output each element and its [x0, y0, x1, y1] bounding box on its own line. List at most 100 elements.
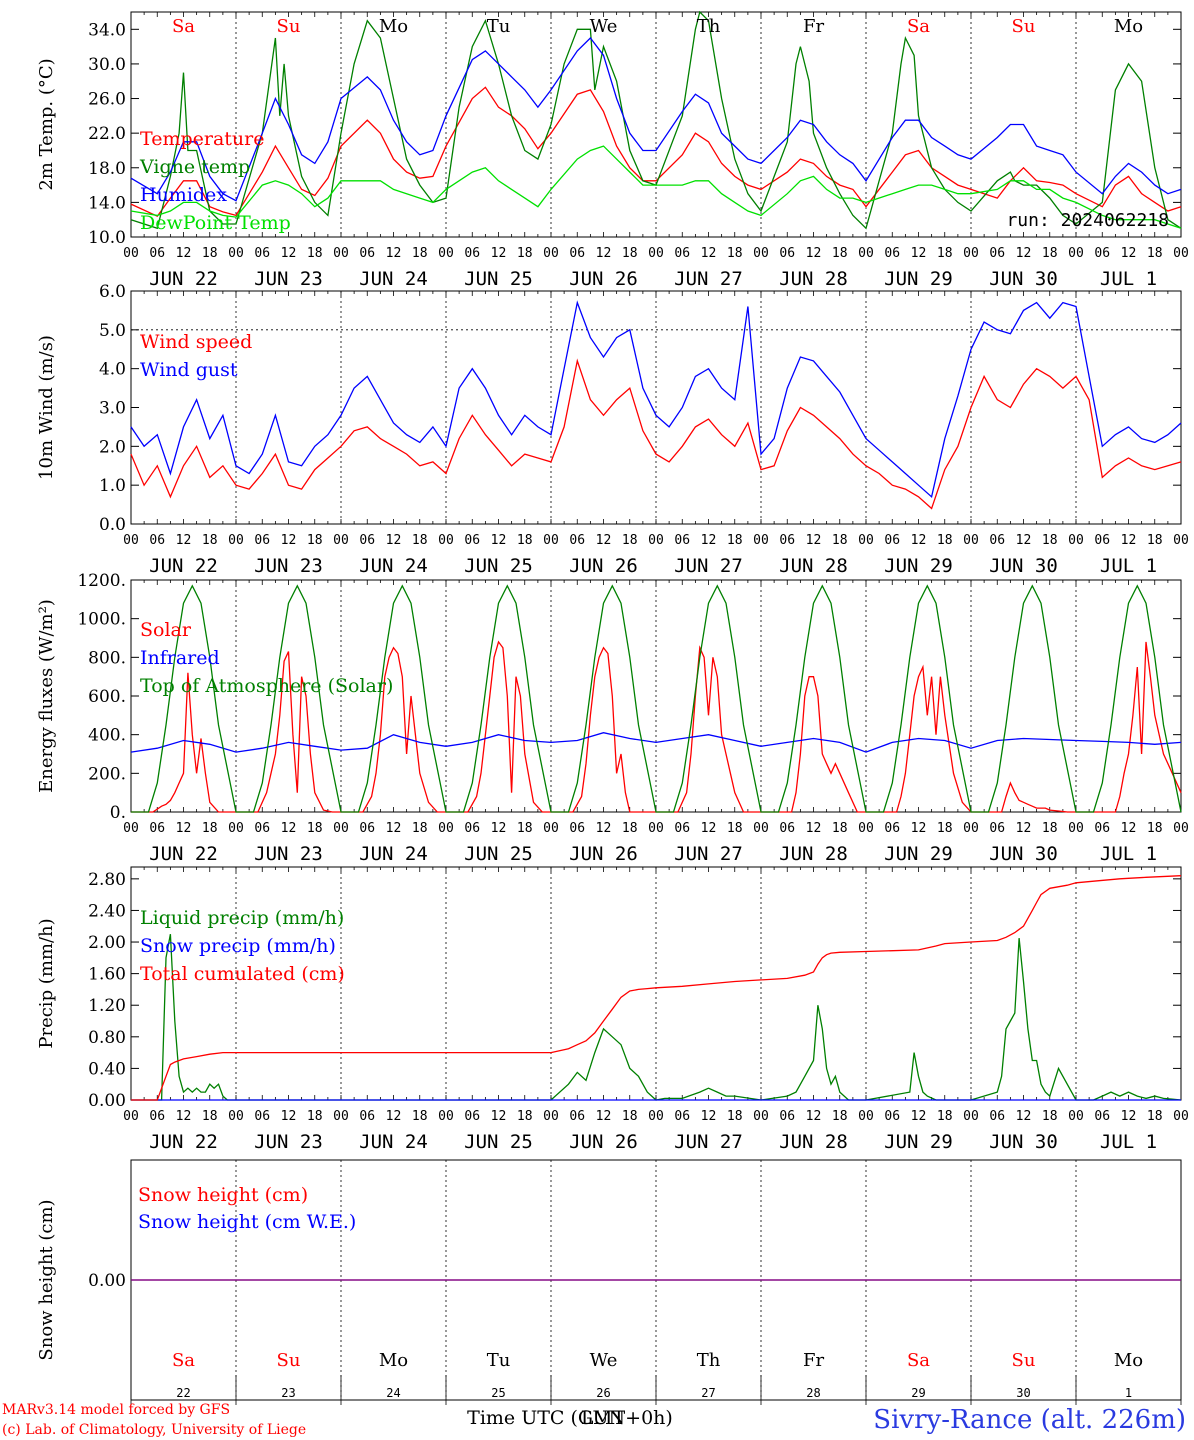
- y-axis-title: Snow height (cm): [36, 1199, 57, 1360]
- hour-tick-label: 00: [333, 821, 349, 836]
- series-line-wind-gust: [130, 300, 1182, 499]
- y-tick-label: 22.0: [88, 124, 126, 144]
- hour-tick-label: 00: [228, 1109, 244, 1124]
- hour-tick-label: 12: [386, 246, 402, 261]
- hour-tick-label: 18: [202, 821, 218, 836]
- hour-tick-label: 06: [149, 1109, 165, 1124]
- y-tick-label: 1000.: [77, 610, 126, 630]
- y-tick-label: 1.20: [88, 996, 126, 1016]
- hour-tick-label: 00: [648, 246, 664, 261]
- hour-tick-label: 12: [176, 1109, 192, 1124]
- y-tick-label: 0.0: [99, 515, 126, 535]
- y-tick-label: 2.40: [88, 901, 126, 921]
- hour-tick-label: 12: [911, 533, 927, 548]
- series-line-total-cumulated-cm-: [131, 875, 1182, 1101]
- hour-tick-label: 06: [254, 533, 270, 548]
- bottom-date-label: 25: [491, 1386, 505, 1400]
- panel-3: 00 06 12 18 00 06 12 18 00 06 12 18 00 06 12 18 00 06 12 18…: [36, 571, 1189, 865]
- hour-tick-label: 00: [123, 533, 139, 548]
- day-name-bottom: Fr: [803, 1350, 824, 1371]
- hour-tick-label: 12: [1016, 533, 1032, 548]
- hour-tick-label: 00: [648, 533, 664, 548]
- hour-tick-label: 06: [464, 533, 480, 548]
- hour-tick-label: 00: [1173, 533, 1189, 548]
- hour-tick-label: 18: [622, 1109, 638, 1124]
- date-label: JUN 24: [359, 1131, 428, 1153]
- hour-tick-label: 18: [1147, 533, 1163, 548]
- day-name-bottom: We: [590, 1350, 618, 1371]
- hour-tick-label: 18: [937, 246, 953, 261]
- hour-tick-label: 18: [307, 533, 323, 548]
- hour-tick-label: 12: [596, 821, 612, 836]
- legend-entry: Top of Atmosphere (Solar): [140, 675, 393, 697]
- day-name-bottom: Sa: [172, 1350, 195, 1371]
- date-label: JUN 26: [569, 268, 638, 290]
- y-tick-label: 600.: [88, 687, 126, 707]
- date-label: JUN 28: [779, 555, 848, 577]
- hour-tick-label: 06: [254, 246, 270, 261]
- y-tick-label: 800.: [88, 648, 126, 668]
- day-name-bottom: Mo: [379, 1350, 408, 1371]
- date-label: JUN 26: [569, 1131, 638, 1153]
- hour-tick-label: 00: [753, 1109, 769, 1124]
- hour-tick-label: 18: [622, 533, 638, 548]
- hour-tick-label: 18: [202, 1109, 218, 1124]
- hour-tick-label: 18: [202, 246, 218, 261]
- date-label: JUN 26: [569, 843, 638, 865]
- hour-tick-label: 18: [517, 1109, 533, 1124]
- day-name-bottom: Su: [277, 1350, 301, 1371]
- hour-tick-label: 00: [1173, 246, 1189, 261]
- hour-tick-label: 00: [753, 533, 769, 548]
- bottom-date-label: 30: [1016, 1386, 1030, 1400]
- hour-tick-label: 12: [281, 246, 297, 261]
- hour-tick-label: 18: [307, 246, 323, 261]
- date-label: JUN 25: [464, 555, 533, 577]
- hour-tick-label: 00: [228, 246, 244, 261]
- hour-tick-label: 12: [281, 1109, 297, 1124]
- hour-tick-label: 00: [543, 533, 559, 548]
- hour-tick-label: 12: [386, 533, 402, 548]
- hour-tick-label: 12: [1016, 246, 1032, 261]
- hour-tick-label: 18: [412, 1109, 428, 1124]
- day-name-top: Fr: [803, 16, 824, 37]
- hour-tick-label: 12: [701, 821, 717, 836]
- hour-tick-label: 12: [701, 246, 717, 261]
- hour-tick-label: 00: [1068, 533, 1084, 548]
- footer-model-credit: MARv3.14 model forced by GFS: [2, 1402, 230, 1418]
- day-name-bottom: Mo: [1114, 1350, 1143, 1371]
- y-axis-title: 2m Temp. (°C): [36, 58, 57, 190]
- hour-tick-label: 18: [412, 533, 428, 548]
- date-label: JUN 30: [989, 843, 1058, 865]
- date-label: JUN 25: [464, 1131, 533, 1153]
- date-label: JUL 1: [1100, 268, 1157, 290]
- day-name-top: Mo: [379, 16, 408, 37]
- date-label: JUN 28: [779, 1131, 848, 1153]
- hour-tick-label: 06: [674, 246, 690, 261]
- date-label: JUN 28: [779, 268, 848, 290]
- bottom-date-label: 26: [596, 1386, 610, 1400]
- hour-tick-label: 12: [386, 1109, 402, 1124]
- hour-tick-label: 00: [1068, 821, 1084, 836]
- day-name-top: Th: [697, 16, 721, 37]
- legend-entry: Solar: [140, 619, 192, 641]
- date-label: JUN 23: [254, 843, 323, 865]
- date-label: JUN 22: [149, 268, 218, 290]
- hour-tick-label: 06: [149, 533, 165, 548]
- hour-tick-label: 00: [963, 1109, 979, 1124]
- hour-tick-label: 00: [228, 821, 244, 836]
- date-label: JUN 26: [569, 555, 638, 577]
- date-label: JUN 22: [149, 1131, 218, 1153]
- hour-tick-label: 18: [412, 246, 428, 261]
- y-axis-title: 10m Wind (m/s): [36, 335, 57, 480]
- y-tick-label: 1.0: [99, 476, 126, 496]
- y-tick-label: 2.80: [88, 870, 126, 890]
- hour-tick-label: 18: [727, 821, 743, 836]
- date-label: JUN 23: [254, 1131, 323, 1153]
- hour-tick-label: 12: [1121, 246, 1137, 261]
- legend-entry: Total cumulated (cm): [140, 963, 345, 985]
- date-label: JUN 23: [254, 555, 323, 577]
- day-name-top: Sa: [907, 16, 930, 37]
- hour-tick-label: 12: [1121, 1109, 1137, 1124]
- y-tick-label: 400.: [88, 726, 126, 746]
